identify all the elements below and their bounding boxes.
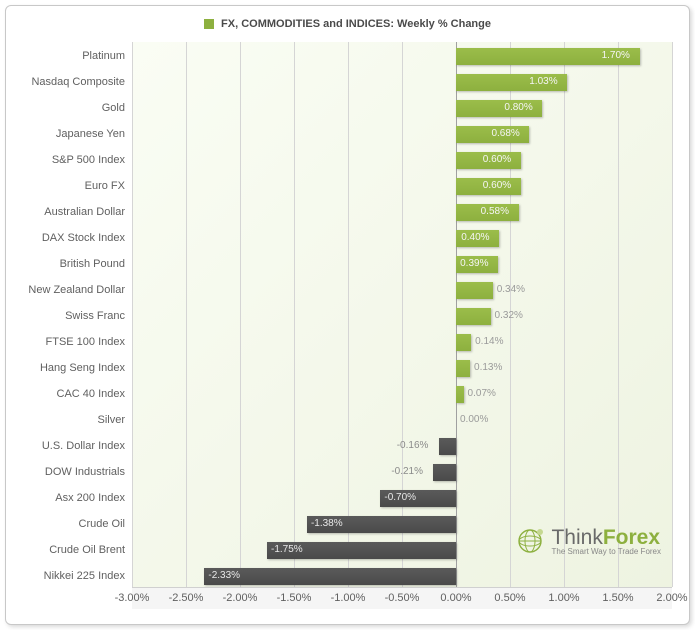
bar-row: 0.34% (132, 282, 672, 299)
bar-value-label: 0.00% (460, 414, 488, 425)
bar-value-label: -2.33% (208, 570, 240, 581)
x-tick-label: -3.00% (115, 592, 150, 604)
bar-value-label: -1.38% (311, 518, 343, 529)
category-label: CAC 40 Index (5, 388, 125, 400)
bar-value-label: 0.32% (495, 310, 523, 321)
category-label: Silver (5, 414, 125, 426)
bar-value-label: -1.75% (271, 544, 303, 555)
x-axis: -3.00%-2.50%-2.00%-1.50%-1.00%-0.50%0.00… (132, 587, 672, 609)
bar-value-label: 0.80% (504, 102, 532, 113)
bar-value-label: 0.39% (460, 258, 488, 269)
category-label: Euro FX (5, 180, 125, 192)
category-label: Swiss Franc (5, 310, 125, 322)
bar-value-label: 0.68% (491, 128, 519, 139)
x-tick-label: -0.50% (385, 592, 420, 604)
globe-icon (515, 526, 545, 556)
legend-swatch (204, 19, 214, 29)
bar-row: 0.00% (132, 412, 672, 429)
bar-row: 0.60% (132, 178, 672, 195)
logo-accent: Forex (603, 526, 660, 549)
bar-value-label: 0.40% (461, 232, 489, 243)
bar (456, 308, 491, 325)
bar (439, 438, 456, 455)
category-label: Nikkei 225 Index (5, 570, 125, 582)
category-label: DAX Stock Index (5, 232, 125, 244)
x-tick-label: -1.50% (277, 592, 312, 604)
chart-area: FX, COMMODITIES and INDICES: Weekly % Ch… (12, 12, 683, 618)
logo-prefix: Think (551, 526, 602, 549)
category-label: Crude Oil (5, 518, 125, 530)
bar-value-label: 0.58% (481, 206, 509, 217)
x-tick-label: 0.50% (494, 592, 525, 604)
logo-tagline: The Smart Way to Trade Forex (551, 548, 661, 556)
bar (456, 282, 493, 299)
bar-row: 0.39% (132, 256, 672, 273)
x-tick-label: -2.00% (223, 592, 258, 604)
bar-row: 0.14% (132, 334, 672, 351)
category-label: Asx 200 Index (5, 492, 125, 504)
bar-value-label: -0.21% (391, 466, 423, 477)
plot-area: 1.70% 1.03% 0.80% 0.68% 0.60% 0.60% 0.58% 0.40%… (132, 42, 672, 587)
bar-value-label: 0.60% (483, 180, 511, 191)
bar-value-label: -0.16% (397, 440, 429, 451)
category-label: British Pound (5, 258, 125, 270)
category-label: S&P 500 Index (5, 154, 125, 166)
x-tick-label: 0.00% (440, 592, 471, 604)
bar-value-label: 0.14% (475, 336, 503, 347)
bar-row: 0.60% (132, 152, 672, 169)
gridline (672, 42, 673, 587)
bar-value-label: -0.70% (384, 492, 416, 503)
x-tick-label: 1.50% (602, 592, 633, 604)
category-label: Australian Dollar (5, 206, 125, 218)
category-label: FTSE 100 Index (5, 336, 125, 348)
category-label: Nasdaq Composite (5, 76, 125, 88)
bar-value-label: 0.60% (483, 154, 511, 165)
bar (456, 334, 471, 351)
bar-value-label: 0.13% (474, 362, 502, 373)
chart-title: FX, COMMODITIES and INDICES: Weekly % Ch… (221, 18, 491, 30)
category-label: Japanese Yen (5, 128, 125, 140)
category-label: DOW Industrials (5, 466, 125, 478)
x-tick-label: 1.00% (548, 592, 579, 604)
bar-row: 0.13% (132, 360, 672, 377)
category-label: Crude Oil Brent (5, 544, 125, 556)
bar-row: 1.03% (132, 74, 672, 91)
bar-value-label: 1.70% (602, 50, 630, 61)
bar-row: -2.33% (132, 568, 672, 585)
bar-row: 0.40% (132, 230, 672, 247)
bar-value-label: 1.03% (529, 76, 557, 87)
category-label: U.S. Dollar Index (5, 440, 125, 452)
x-tick-label: -2.50% (169, 592, 204, 604)
x-tick-label: 2.00% (656, 592, 687, 604)
category-label: New Zealand Dollar (5, 284, 125, 296)
bar-row: 1.70% (132, 48, 672, 65)
bar (456, 360, 470, 377)
bar-row: -0.16% (132, 438, 672, 455)
bar-value-label: 0.34% (497, 284, 525, 295)
category-label: Hang Seng Index (5, 362, 125, 374)
bar-row: 0.32% (132, 308, 672, 325)
bar-row: -0.70% (132, 490, 672, 507)
bar-row: 0.58% (132, 204, 672, 221)
bar-row: 0.07% (132, 386, 672, 403)
x-tick-label: -1.00% (331, 592, 366, 604)
bar (456, 386, 464, 403)
bar-row: -0.21% (132, 464, 672, 481)
bar (433, 464, 456, 481)
chart-legend: FX, COMMODITIES and INDICES: Weekly % Ch… (12, 18, 683, 30)
brand-logo: ThinkForex The Smart Way to Trade Forex (515, 526, 661, 556)
category-label: Gold (5, 102, 125, 114)
bar-value-label: 0.07% (468, 388, 496, 399)
bar-row: 0.80% (132, 100, 672, 117)
logo-text: ThinkForex The Smart Way to Trade Forex (551, 527, 661, 556)
bar-row: 0.68% (132, 126, 672, 143)
category-label: Platinum (5, 50, 125, 62)
bar (204, 568, 456, 585)
